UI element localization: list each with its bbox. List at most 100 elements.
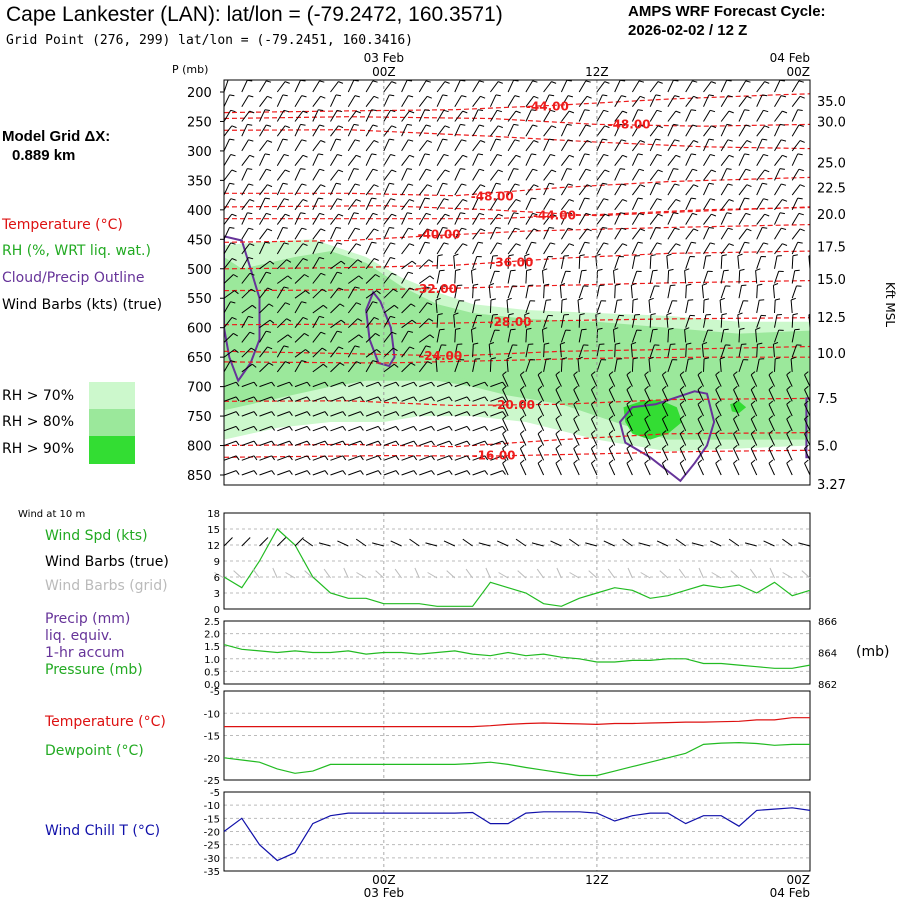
wind-barb <box>454 243 464 255</box>
wind-barb <box>276 345 285 358</box>
wind-barb <box>543 81 552 93</box>
wind-barb-feather <box>356 302 362 306</box>
wind-barb-feather <box>427 228 432 232</box>
wind-barb-feather <box>502 411 506 416</box>
wind-barb-feather <box>817 155 822 156</box>
wind-barb-feather <box>744 109 750 111</box>
wind-barb <box>365 213 374 225</box>
wind-barb-feather <box>427 184 432 188</box>
wind-barb-feather <box>797 241 803 244</box>
wind-barb <box>401 287 410 299</box>
wind-barb-feather <box>453 312 459 316</box>
wind-barb <box>436 470 450 476</box>
wind-barb-feather <box>697 430 703 435</box>
wind-barb <box>489 110 498 122</box>
wind-barb-feather <box>390 198 396 201</box>
wind-barb-feather <box>495 138 501 141</box>
wind-barb-feather <box>750 385 756 390</box>
wind-barb <box>294 199 304 211</box>
wind-barb <box>294 360 302 373</box>
wind-barb-feather <box>391 213 397 217</box>
pressure-tick-label: 650 <box>187 351 212 366</box>
wind-barb-feather <box>395 440 400 446</box>
wind-barb <box>697 389 704 402</box>
wind-barb-feather <box>235 396 240 402</box>
wind-barb-feather <box>496 109 503 113</box>
rh70-swatch <box>89 382 135 409</box>
wind-barb <box>649 314 652 328</box>
wind-barb-feather <box>264 197 270 200</box>
wind-barb-feather <box>550 198 556 201</box>
legend-wind-chill: Wind Chill T (°C) <box>45 823 161 839</box>
wind-barb-feather <box>233 332 238 337</box>
wind-barb <box>277 396 290 402</box>
wind-barb-feather <box>306 470 311 475</box>
wind-barb <box>720 285 726 299</box>
wind-barb <box>383 411 397 417</box>
wind-barb <box>241 155 251 166</box>
wind-barb <box>755 329 758 343</box>
wind-barb-feather <box>526 268 532 271</box>
wind-barb <box>454 329 456 343</box>
wind-barb <box>365 197 373 211</box>
wind-barb-feather <box>604 213 610 217</box>
wind-barb-feather <box>584 153 590 156</box>
wind-barb-feather <box>391 169 397 173</box>
wind-barb <box>401 411 414 417</box>
wind-barb-feather <box>673 212 679 215</box>
wind-barb <box>578 140 588 152</box>
surface-barb-true <box>302 538 314 547</box>
wind-barb <box>436 344 442 358</box>
wind-barb <box>685 213 693 225</box>
wind-barb <box>578 213 587 225</box>
wind-barb-feather <box>498 125 503 129</box>
wind-barb <box>590 404 598 417</box>
wind-barb <box>614 199 623 211</box>
wind-barb <box>330 94 337 107</box>
wind-barb-feather <box>302 243 308 246</box>
wind-barb-feather <box>249 110 255 114</box>
wind-barb-feather <box>555 385 561 390</box>
wind-barb-feather <box>355 154 361 158</box>
wind-barb <box>774 95 782 107</box>
wind-barb <box>277 411 290 417</box>
wind-barb-feather <box>248 227 254 230</box>
wind-barb <box>703 125 712 137</box>
wind-barb <box>401 271 409 284</box>
wind-barb-feather <box>395 470 400 475</box>
wind-barb <box>703 242 711 255</box>
wind-barb-feather <box>586 140 592 143</box>
wind-barb <box>661 418 669 432</box>
wind-barb-feather <box>466 470 471 475</box>
wind-barb <box>684 270 687 284</box>
wind-barb <box>644 448 651 461</box>
wind-barb-feather <box>533 140 539 143</box>
wind-barb <box>719 358 722 372</box>
wind-barb <box>555 433 562 446</box>
wind-barb <box>436 285 442 299</box>
wind-barb-feather <box>768 371 774 376</box>
wind-barb <box>631 255 636 269</box>
wind-barb <box>507 314 510 328</box>
wind-barb <box>720 183 729 196</box>
wind-barb <box>596 213 606 225</box>
wind-barb-feather <box>393 363 399 368</box>
wind-barb <box>436 169 446 181</box>
wind-barb <box>365 425 379 432</box>
wind-barb <box>649 213 659 225</box>
legend-rh90-label: RH > 90% <box>2 441 75 457</box>
wind-barb <box>241 124 248 137</box>
legend-pressure: Pressure (mb) <box>45 662 143 678</box>
wind-barb <box>507 95 516 107</box>
wind-barb <box>667 243 677 255</box>
wind-barb-feather <box>745 212 751 216</box>
wind-barb-feather <box>437 254 443 257</box>
wind-barb <box>276 242 285 255</box>
wind-barb <box>667 168 674 181</box>
cross-section-plot: -44.00-48.00-48.00-44.00-40.00-36.00-32.… <box>224 80 822 483</box>
wind-barb <box>791 124 800 137</box>
wind-barb-feather <box>684 327 690 330</box>
wind-barb <box>578 80 587 93</box>
wind-barb-feather <box>762 182 768 185</box>
wind-barb-feather <box>586 184 592 188</box>
